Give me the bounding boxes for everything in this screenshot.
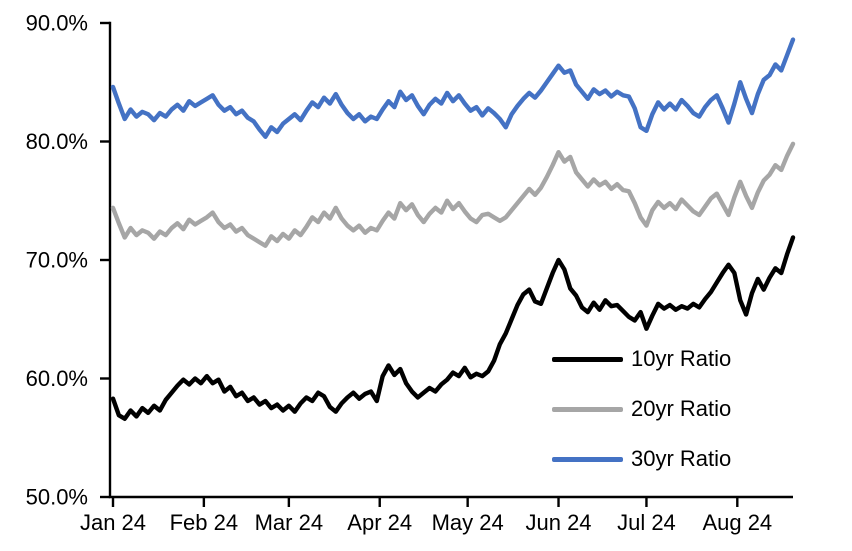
x-tick-label: Feb 24	[170, 510, 239, 535]
x-tick-label: Jul 24	[617, 510, 676, 535]
legend-item-10yr-ratio: 10yr Ratio	[552, 334, 731, 384]
legend-line-swatch-20yr	[552, 406, 623, 412]
series-line-10yr-ratio	[110, 235, 796, 421]
y-tick-label: 90.0%	[26, 11, 88, 36]
y-tick-label: 80.0%	[26, 129, 88, 154]
x-tick-label: Apr 24	[347, 510, 412, 535]
legend-item-30yr-ratio: 30yr Ratio	[552, 434, 731, 484]
series-line-20yr-ratio	[110, 141, 796, 248]
legend-item-20yr-ratio: 20yr Ratio	[552, 384, 731, 434]
legend-label-20yr: 20yr Ratio	[631, 396, 732, 421]
y-tick-label: 50.0%	[26, 485, 88, 510]
legend-label-30yr: 30yr Ratio	[631, 446, 732, 471]
x-tick-label: Mar 24	[255, 510, 323, 535]
x-tick-label: Jan 24	[80, 510, 146, 535]
legend: 10yr Ratio 20yr Ratio 30yr Ratio	[552, 334, 731, 484]
x-tick-label: Aug 24	[702, 510, 772, 535]
x-tick-label: May 24	[432, 510, 504, 535]
y-tick-label: 70.0%	[26, 248, 88, 273]
series-line-30yr-ratio	[110, 37, 796, 139]
x-tick-label: Jun 24	[525, 510, 591, 535]
legend-label-10yr: 10yr Ratio	[631, 346, 732, 371]
legend-line-swatch-30yr	[552, 456, 623, 462]
y-tick-label: 60.0%	[26, 366, 88, 391]
legend-line-swatch-10yr	[552, 356, 623, 362]
